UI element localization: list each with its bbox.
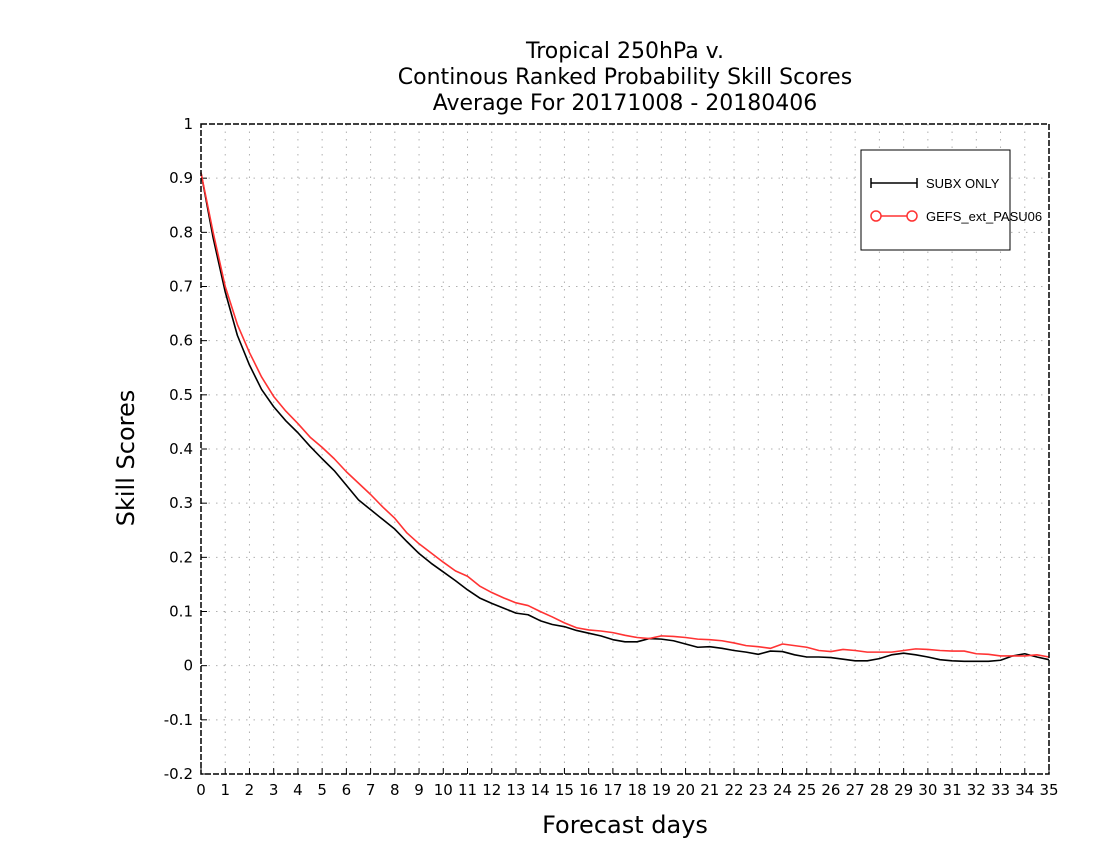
title-line-3: Average For 20171008 - 20180406 [433, 91, 818, 116]
y-tick-label: -0.2 [164, 765, 193, 783]
x-tick-label: 1 [220, 781, 230, 799]
x-tick-label: 13 [506, 781, 525, 799]
y-tick-label: 1 [183, 115, 193, 133]
x-tick-label: 18 [628, 781, 647, 799]
y-tick-label: 0.1 [169, 603, 193, 621]
y-tick-label: 0.9 [169, 169, 193, 187]
x-tick-label: 23 [749, 781, 768, 799]
x-tick-label: 6 [342, 781, 352, 799]
title-line-2: Continous Ranked Probability Skill Score… [398, 65, 852, 90]
legend-plus-icon [870, 178, 918, 188]
x-tick-label: 24 [773, 781, 792, 799]
x-tick-label: 22 [724, 781, 743, 799]
x-tick-label: 31 [943, 781, 962, 799]
x-tick-label: 26 [821, 781, 840, 799]
series-line-subx [200, 172, 1050, 663]
y-tick-label: 0.6 [169, 332, 193, 350]
x-tick-label: 11 [458, 781, 477, 799]
x-axis-label: Forecast days [542, 811, 708, 839]
series-lines [200, 172, 1050, 663]
x-tick-label: 28 [870, 781, 889, 799]
legend-box [860, 149, 1011, 251]
x-tick-label: 10 [434, 781, 453, 799]
plot-frame [200, 123, 1050, 775]
y-tick-label: 0.4 [169, 440, 193, 458]
x-tick-label: 32 [967, 781, 986, 799]
x-tick-label: 21 [700, 781, 719, 799]
x-tick-label: 25 [797, 781, 816, 799]
x-tick-label: 12 [482, 781, 501, 799]
x-tick-label: 19 [652, 781, 671, 799]
x-tick-label: 27 [846, 781, 865, 799]
x-tick-label: 2 [245, 781, 255, 799]
y-tick-label: 0.7 [169, 278, 193, 296]
x-tick-label: 20 [676, 781, 695, 799]
y-axis-label: Skill Scores [112, 390, 140, 527]
x-tick-label: 4 [293, 781, 303, 799]
x-tick-label: 0 [196, 781, 206, 799]
x-tick-label: 29 [894, 781, 913, 799]
y-tick-label: 0.2 [169, 548, 193, 566]
legend: SUBX ONLY GEFS_ext_PASU06 [860, 149, 1042, 251]
tick-labels: 0 1 2 3 4 5 6 7 8 9 10 11 12 13 14 15 16 17 18 19 20 21 22 23 24… [164, 115, 1059, 799]
x-tick-label: 5 [317, 781, 327, 799]
x-tick-label: 17 [603, 781, 622, 799]
x-tick-label: 16 [579, 781, 598, 799]
y-tick-label: 0.3 [169, 494, 193, 512]
x-tick-label: 7 [366, 781, 376, 799]
x-tick-label: 9 [414, 781, 424, 799]
y-tick-label: 0.5 [169, 386, 193, 404]
x-tick-label: 35 [1039, 781, 1058, 799]
x-tick-label: 8 [390, 781, 400, 799]
legend-label-subx: SUBX ONLY [926, 176, 1000, 191]
series-line-gefs [200, 172, 1050, 658]
legend-circle-icon [870, 210, 882, 222]
legend-circle-icon [906, 210, 918, 222]
x-tick-label: 3 [269, 781, 279, 799]
y-tick-label: 0.8 [169, 223, 193, 241]
y-tick-label: -0.1 [164, 711, 193, 729]
x-tick-label: 34 [1015, 781, 1034, 799]
x-tick-label: 14 [531, 781, 550, 799]
legend-label-gefs: GEFS_ext_PASU06 [926, 209, 1042, 224]
title-line-1: Tropical 250hPa v. [525, 39, 724, 64]
x-tick-label: 33 [991, 781, 1010, 799]
chart-title: Tropical 250hPa v. Continous Ranked Prob… [398, 39, 852, 116]
x-tick-label: 15 [555, 781, 574, 799]
x-tick-label: 30 [918, 781, 937, 799]
y-tick-label: 0 [183, 657, 193, 675]
